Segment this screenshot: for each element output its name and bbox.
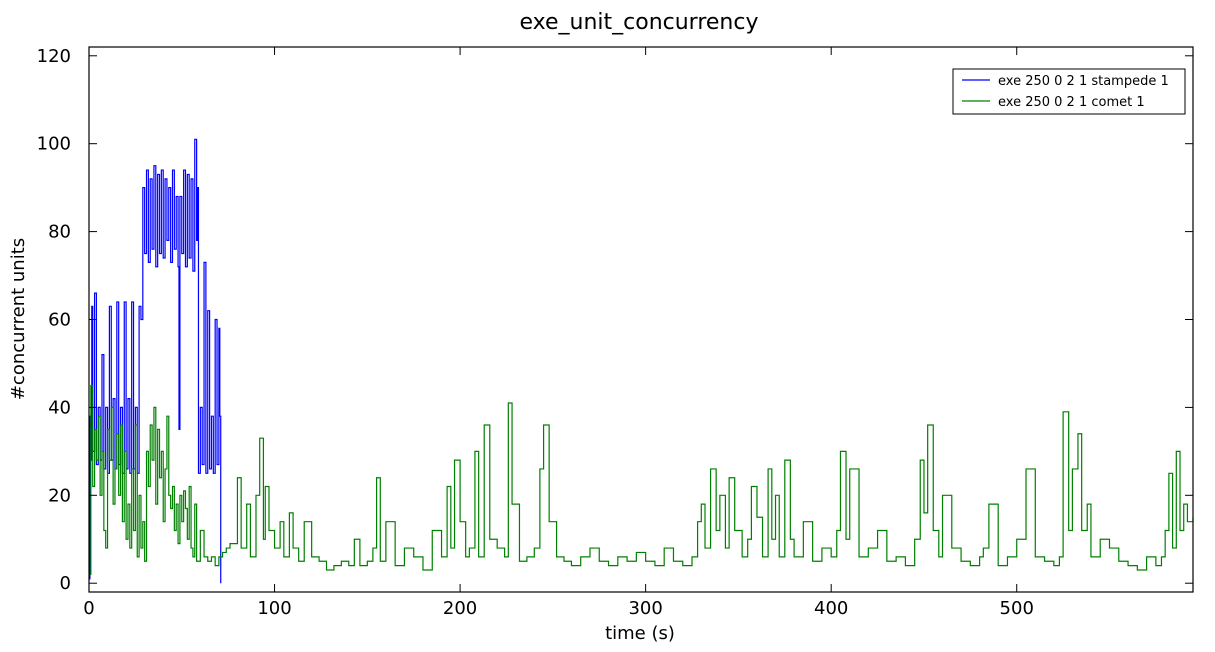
- x-tick-label: 500: [1000, 598, 1034, 619]
- series-line-0: [89, 138, 222, 584]
- y-tick-label: 0: [60, 573, 71, 594]
- y-tick-label: 20: [48, 485, 71, 506]
- y-tick-label: 120: [37, 46, 71, 67]
- x-axis-label: time (s): [605, 623, 675, 644]
- y-tick-label: 100: [37, 134, 71, 155]
- x-tick-label: 200: [443, 598, 477, 619]
- chart-title: exe_unit_concurrency: [519, 10, 758, 35]
- x-tick-label: 400: [814, 598, 848, 619]
- x-tick-label: 100: [257, 598, 291, 619]
- plot-frame: [88, 46, 1194, 593]
- x-tick-label: 0: [83, 598, 94, 619]
- series-layer: [89, 138, 1194, 584]
- y-tick-label: 60: [48, 310, 71, 331]
- legend-box: [952, 68, 1186, 115]
- series-line-1: [89, 384, 1194, 576]
- x-axis-ticks: 0 100 200 300 400 500: [83, 47, 1034, 619]
- y-tick-label: 40: [48, 397, 71, 418]
- legend: exe 250 0 2 1 stampede 1 exe 250 0 2 1 c…: [952, 68, 1186, 115]
- legend-entry-stampede: exe 250 0 2 1 stampede 1: [998, 74, 1169, 89]
- y-axis-ticks: 0 20 40 60 80 100 120: [37, 46, 1193, 594]
- y-axis-label: #concurrent units: [8, 238, 29, 400]
- legend-entry-comet: exe 250 0 2 1 comet 1: [998, 95, 1145, 110]
- x-tick-label: 300: [628, 598, 662, 619]
- y-tick-label: 80: [48, 222, 71, 243]
